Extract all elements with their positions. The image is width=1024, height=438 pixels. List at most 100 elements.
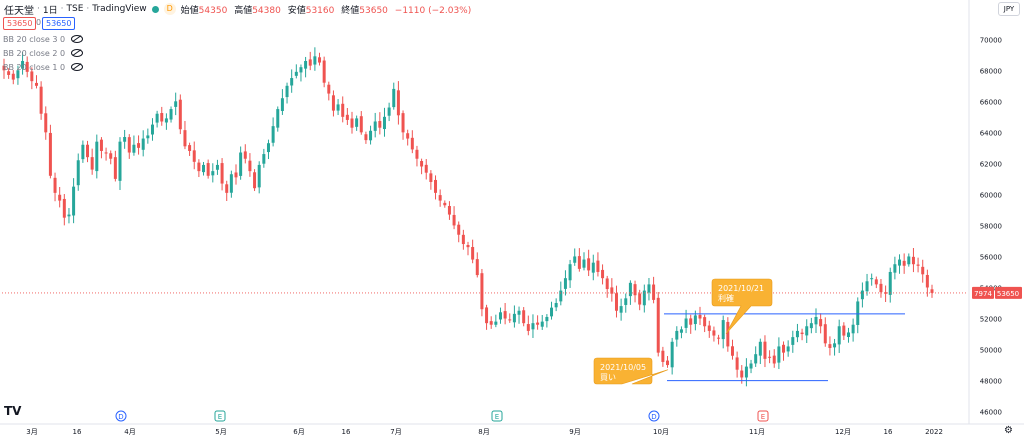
candle-body: [591, 262, 595, 273]
candle-body: [438, 195, 442, 201]
candle-body: [48, 132, 52, 176]
candle-body: [726, 321, 730, 347]
candle-body: [656, 297, 660, 353]
gear-icon[interactable]: ⚙: [1004, 425, 1013, 436]
hidden-eye-icon[interactable]: [71, 49, 84, 57]
candle-body: [480, 273, 484, 310]
candle-body: [183, 130, 187, 147]
candle-body: [382, 116, 386, 130]
y-tick-label: 46000: [980, 409, 1002, 417]
candle-body: [174, 101, 178, 107]
header-separator: ·: [60, 4, 64, 14]
candle-body: [2, 65, 6, 71]
candle-body: [763, 341, 767, 359]
close-value: 53650: [359, 5, 388, 16]
candle-body: [225, 184, 229, 193]
callout-action: 利確: [718, 293, 734, 303]
candle-body: [642, 290, 646, 306]
candle-body: [846, 332, 850, 338]
candle-body: [563, 278, 567, 289]
candle-body: [72, 186, 76, 216]
candle-body: [735, 357, 739, 370]
candle-body: [197, 162, 201, 172]
candle-body: [587, 258, 591, 271]
symbol-name[interactable]: 任天堂: [4, 5, 34, 17]
candle-body: [132, 144, 136, 153]
candle-body: [53, 177, 57, 193]
earnings-event-icon[interactable]: [214, 410, 226, 422]
candle-body: [809, 323, 813, 329]
candle-body: [285, 85, 289, 98]
indicator-legend-row[interactable]: BB 20 close 1 0: [3, 61, 84, 73]
currency-selector[interactable]: JPY: [998, 2, 1020, 16]
candle-body: [823, 324, 827, 344]
candle-body: [34, 82, 38, 86]
dividend-event-icon[interactable]: [115, 410, 127, 422]
dividend-badge[interactable]: D: [163, 3, 176, 15]
y-tick-label: 68000: [980, 67, 1002, 75]
x-tick-label: 8月: [478, 428, 489, 436]
candle-body: [782, 344, 786, 353]
candle-body: [898, 259, 902, 266]
candle-body: [652, 284, 656, 300]
last-price-badge: [995, 286, 1022, 299]
candle-body: [387, 107, 391, 116]
x-tick-label: 11月: [749, 428, 765, 436]
sell-price-button[interactable]: 53650: [3, 17, 37, 30]
candle-body: [345, 114, 349, 120]
candle-body: [916, 264, 920, 266]
earnings-event-icon[interactable]: [491, 410, 503, 422]
earnings-event-icon[interactable]: [757, 410, 769, 422]
header-separator: ·: [37, 4, 40, 14]
hidden-eye-icon[interactable]: [71, 63, 84, 71]
candle-body: [215, 164, 219, 170]
x-tick-label: 9月: [569, 428, 580, 436]
indicator-legend-row[interactable]: BB 20 close 2 0: [3, 47, 84, 59]
y-tick-label: 56000: [980, 253, 1002, 261]
candle-series: [2, 47, 934, 387]
dividend-event-icon[interactable]: [648, 410, 660, 422]
buy-price-button[interactable]: 53650: [42, 17, 76, 30]
candle-body: [777, 346, 781, 363]
x-tick-label: 6月: [293, 428, 304, 436]
indicator-legend-row[interactable]: BB 20 close 3 0: [3, 33, 84, 45]
candle-body: [243, 151, 247, 159]
provider-label: TradingView: [92, 4, 147, 14]
ohlc-values: 始値54350 高値54380 安値53160 終値53650 −1110 (−…: [181, 3, 476, 16]
candle-body: [888, 271, 892, 295]
candle-body: [489, 321, 493, 325]
interval-label[interactable]: 1日: [42, 5, 58, 16]
candle-body: [16, 70, 20, 79]
candle-body: [127, 137, 131, 153]
candle-body: [160, 113, 164, 122]
candle-body: [7, 71, 11, 75]
candle-body: [870, 278, 874, 280]
candle-body: [401, 113, 405, 133]
candle-body: [902, 260, 906, 266]
candle-body: [443, 202, 447, 206]
candle-body: [410, 137, 414, 150]
candle-body: [461, 234, 465, 245]
candle-body: [253, 172, 257, 189]
candle-body: [684, 318, 688, 328]
x-tick-label: 2022: [925, 428, 943, 436]
market-status-icon[interactable]: [151, 5, 159, 13]
candle-body: [294, 71, 298, 76]
candle-body: [786, 346, 790, 352]
candle-body: [350, 118, 354, 128]
candle-body: [373, 121, 377, 131]
candle-body: [322, 60, 326, 83]
callout-date: 2021/10/05: [600, 363, 646, 372]
exchange-label: TSE: [66, 4, 84, 14]
candle-body: [508, 319, 512, 321]
candle-body: [396, 90, 400, 116]
candle-body: [257, 164, 261, 188]
hidden-eye-icon[interactable]: [71, 35, 84, 43]
y-tick-label: 48000: [980, 378, 1002, 386]
candle-body: [67, 214, 71, 217]
candle-body: [11, 73, 15, 80]
candle-body: [475, 259, 479, 276]
